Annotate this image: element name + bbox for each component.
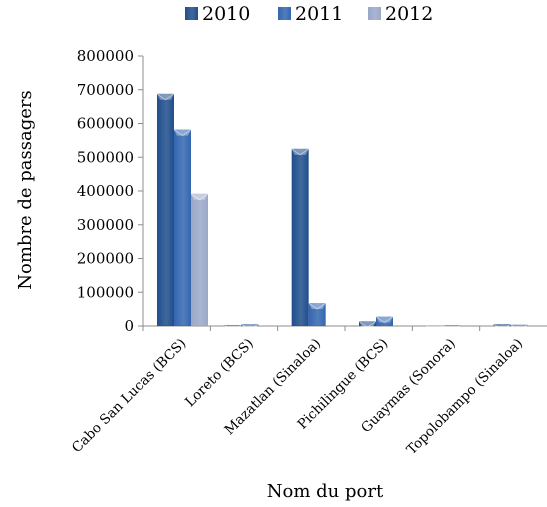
legend-label: 2011 [295, 3, 343, 25]
bar [291, 148, 309, 326]
bar [190, 193, 209, 326]
bar [426, 325, 444, 333]
x-axis: Cabo San Lucas (BCS)Loreto (BCS)Mazatlan… [69, 325, 547, 458]
bar [375, 316, 394, 326]
y-tick-label: 300000 [77, 216, 134, 234]
y-tick-label: 100000 [77, 283, 134, 301]
bar [493, 323, 511, 331]
y-tick-label: 800000 [77, 47, 134, 65]
x-tick-label: Cabo San Lucas (BCS) [69, 336, 190, 457]
y-tick-label: 400000 [77, 182, 134, 200]
y-tick-label: 700000 [77, 81, 134, 99]
legend-swatch [278, 7, 291, 20]
y-axis-title: Nombre de passagers [15, 90, 36, 290]
legend-label: 2012 [385, 3, 433, 25]
y-tick-label: 0 [124, 317, 134, 335]
bar [510, 324, 528, 332]
bar [308, 302, 326, 326]
legend-label: 2010 [202, 3, 250, 25]
bars [156, 93, 528, 333]
x-tick-label: Topolobampo (Sinaloa) [404, 336, 526, 458]
legend: 2010 2011 2012 [185, 3, 433, 25]
legend-swatch [185, 7, 198, 20]
bar [241, 323, 259, 331]
bar [358, 320, 377, 328]
bar [443, 324, 461, 332]
legend-item: 2010 [185, 3, 250, 25]
y-tick-label: 500000 [77, 148, 134, 166]
y-axis: 0 100000 200000 300000 400000 500000 600000 700… [77, 47, 144, 335]
legend-swatch [368, 7, 381, 20]
x-axis-title: Nom du port [267, 481, 384, 502]
y-tick-label: 200000 [77, 250, 134, 268]
legend-item: 2012 [368, 3, 433, 25]
legend-item: 2011 [278, 3, 343, 25]
y-tick-label: 600000 [77, 115, 134, 133]
bar [224, 324, 242, 332]
bar [173, 129, 192, 326]
x-tick-label: Loreto (BCS) [182, 336, 257, 411]
bar [156, 93, 175, 326]
